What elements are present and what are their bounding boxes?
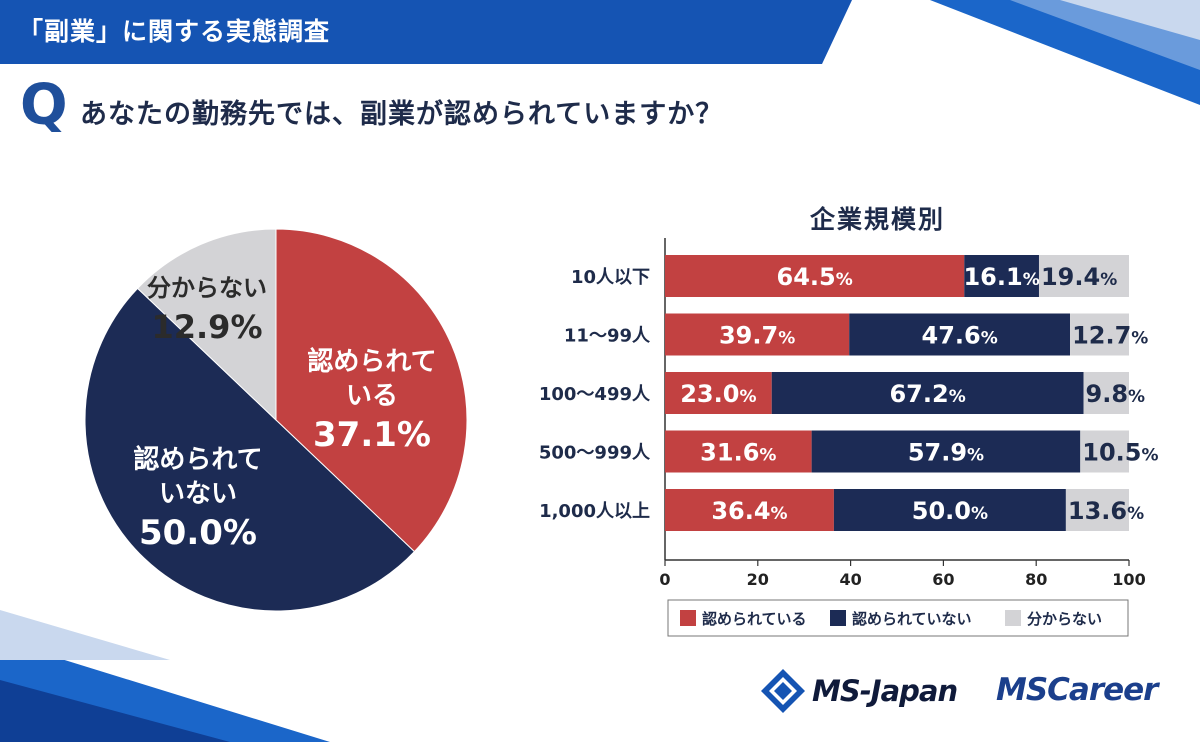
pie-label-allowed: 認められている bbox=[307, 346, 436, 411]
ms-career-wordmark: MSCareer bbox=[996, 672, 1158, 708]
pie-slice-allowed bbox=[275, 228, 468, 553]
category-label: 1,000人以上 bbox=[539, 501, 650, 522]
legend-swatch-unknown bbox=[1005, 610, 1021, 626]
bar-value-label: 12.7% bbox=[1072, 322, 1148, 350]
bar-segment-unknown bbox=[1070, 313, 1129, 356]
legend-label-unknown: 分からない bbox=[1027, 610, 1102, 628]
bar-segment-allowed bbox=[665, 430, 812, 473]
bar-value-label: 31.6% bbox=[700, 439, 776, 467]
bar-chart-title: 企業規模別 bbox=[810, 205, 946, 234]
bar-segment-allowed bbox=[665, 313, 850, 356]
header-title: 「副業」に関する実態調査 bbox=[18, 17, 331, 46]
legend-box bbox=[667, 599, 1129, 637]
bar-segment-not_allowed bbox=[771, 372, 1084, 414]
bar-value-label: 23.0% bbox=[680, 380, 756, 408]
pie-value-unknown: 12.9% bbox=[151, 308, 262, 346]
x-tick-label: 100 bbox=[1112, 570, 1145, 589]
ms-japan-emblem-icon bbox=[761, 669, 805, 713]
x-tick-label: 0 bbox=[659, 570, 670, 589]
header-banner bbox=[0, 0, 852, 64]
bar-value-label: 9.8% bbox=[1086, 380, 1146, 408]
legend-swatch-not_allowed bbox=[830, 610, 846, 626]
bar-value-label: 67.2% bbox=[889, 380, 965, 408]
corner-stripe-top-right bbox=[930, 0, 1200, 105]
bar-segment-not_allowed bbox=[849, 313, 1071, 356]
bar-value-label: 57.9% bbox=[908, 439, 984, 467]
ms-japan-logo: MS-Japan bbox=[760, 668, 958, 714]
bar-segment-unknown bbox=[1065, 489, 1129, 531]
bar-value-label: 13.6% bbox=[1068, 497, 1144, 525]
ms-japan-wordmark: MS-Japan bbox=[812, 674, 958, 708]
x-tick-label: 80 bbox=[1025, 570, 1047, 589]
legend-label-allowed: 認められている bbox=[702, 610, 807, 628]
bar-value-label: 39.7% bbox=[719, 322, 795, 350]
pie-label-not_allowed: 認められていない bbox=[133, 444, 262, 509]
pie-value-allowed: 37.1% bbox=[313, 415, 431, 455]
pie-slice-not_allowed bbox=[84, 287, 416, 612]
bar-value-label: 36.4% bbox=[711, 497, 787, 525]
legend-label-not_allowed: 認められていない bbox=[852, 610, 972, 628]
bar-segment-unknown bbox=[1038, 255, 1129, 297]
bar-segment-allowed bbox=[665, 489, 834, 531]
corner-stripe-top-right-pale bbox=[1060, 0, 1200, 40]
x-tick-label: 60 bbox=[932, 570, 954, 589]
category-label: 100〜499人 bbox=[539, 384, 651, 405]
bar-segment-allowed bbox=[665, 255, 965, 297]
pie-slice-unknown bbox=[136, 228, 277, 422]
bar-value-label: 64.5% bbox=[777, 263, 853, 291]
bar-segment-not_allowed bbox=[833, 489, 1066, 531]
category-label: 500〜999人 bbox=[539, 443, 651, 464]
category-label: 11〜99人 bbox=[564, 326, 651, 347]
bar-value-label: 47.6% bbox=[922, 322, 998, 350]
bar-segment-unknown bbox=[1083, 372, 1129, 414]
bar-value-label: 19.4% bbox=[1041, 263, 1117, 291]
bar-segment-allowed bbox=[665, 372, 772, 414]
bar-segment-unknown bbox=[1080, 430, 1129, 473]
bar-segment-not_allowed bbox=[964, 255, 1039, 297]
category-label: 10人以下 bbox=[571, 267, 650, 288]
bar-segment-not_allowed bbox=[811, 430, 1081, 473]
corner-stripe-bottom-left-pale bbox=[0, 610, 170, 660]
bar-value-label: 50.0% bbox=[912, 497, 988, 525]
question-mark-q: Q bbox=[20, 73, 68, 138]
pie-label-unknown: 分からない bbox=[147, 274, 267, 302]
chart-legend: 認められている 認められていない 分からない bbox=[667, 599, 1129, 637]
bar-value-label: 16.1% bbox=[963, 263, 1039, 291]
bar-value-label: 10.5% bbox=[1082, 439, 1158, 467]
x-tick-label: 20 bbox=[747, 570, 769, 589]
legend-swatch-allowed bbox=[680, 610, 696, 626]
pie-value-not_allowed: 50.0% bbox=[139, 513, 257, 553]
corner-stripe-bottom-left-dark bbox=[0, 680, 230, 742]
x-tick-label: 40 bbox=[839, 570, 861, 589]
question-text: あなたの勤務先では、副業が認められていますか？ bbox=[80, 99, 724, 130]
